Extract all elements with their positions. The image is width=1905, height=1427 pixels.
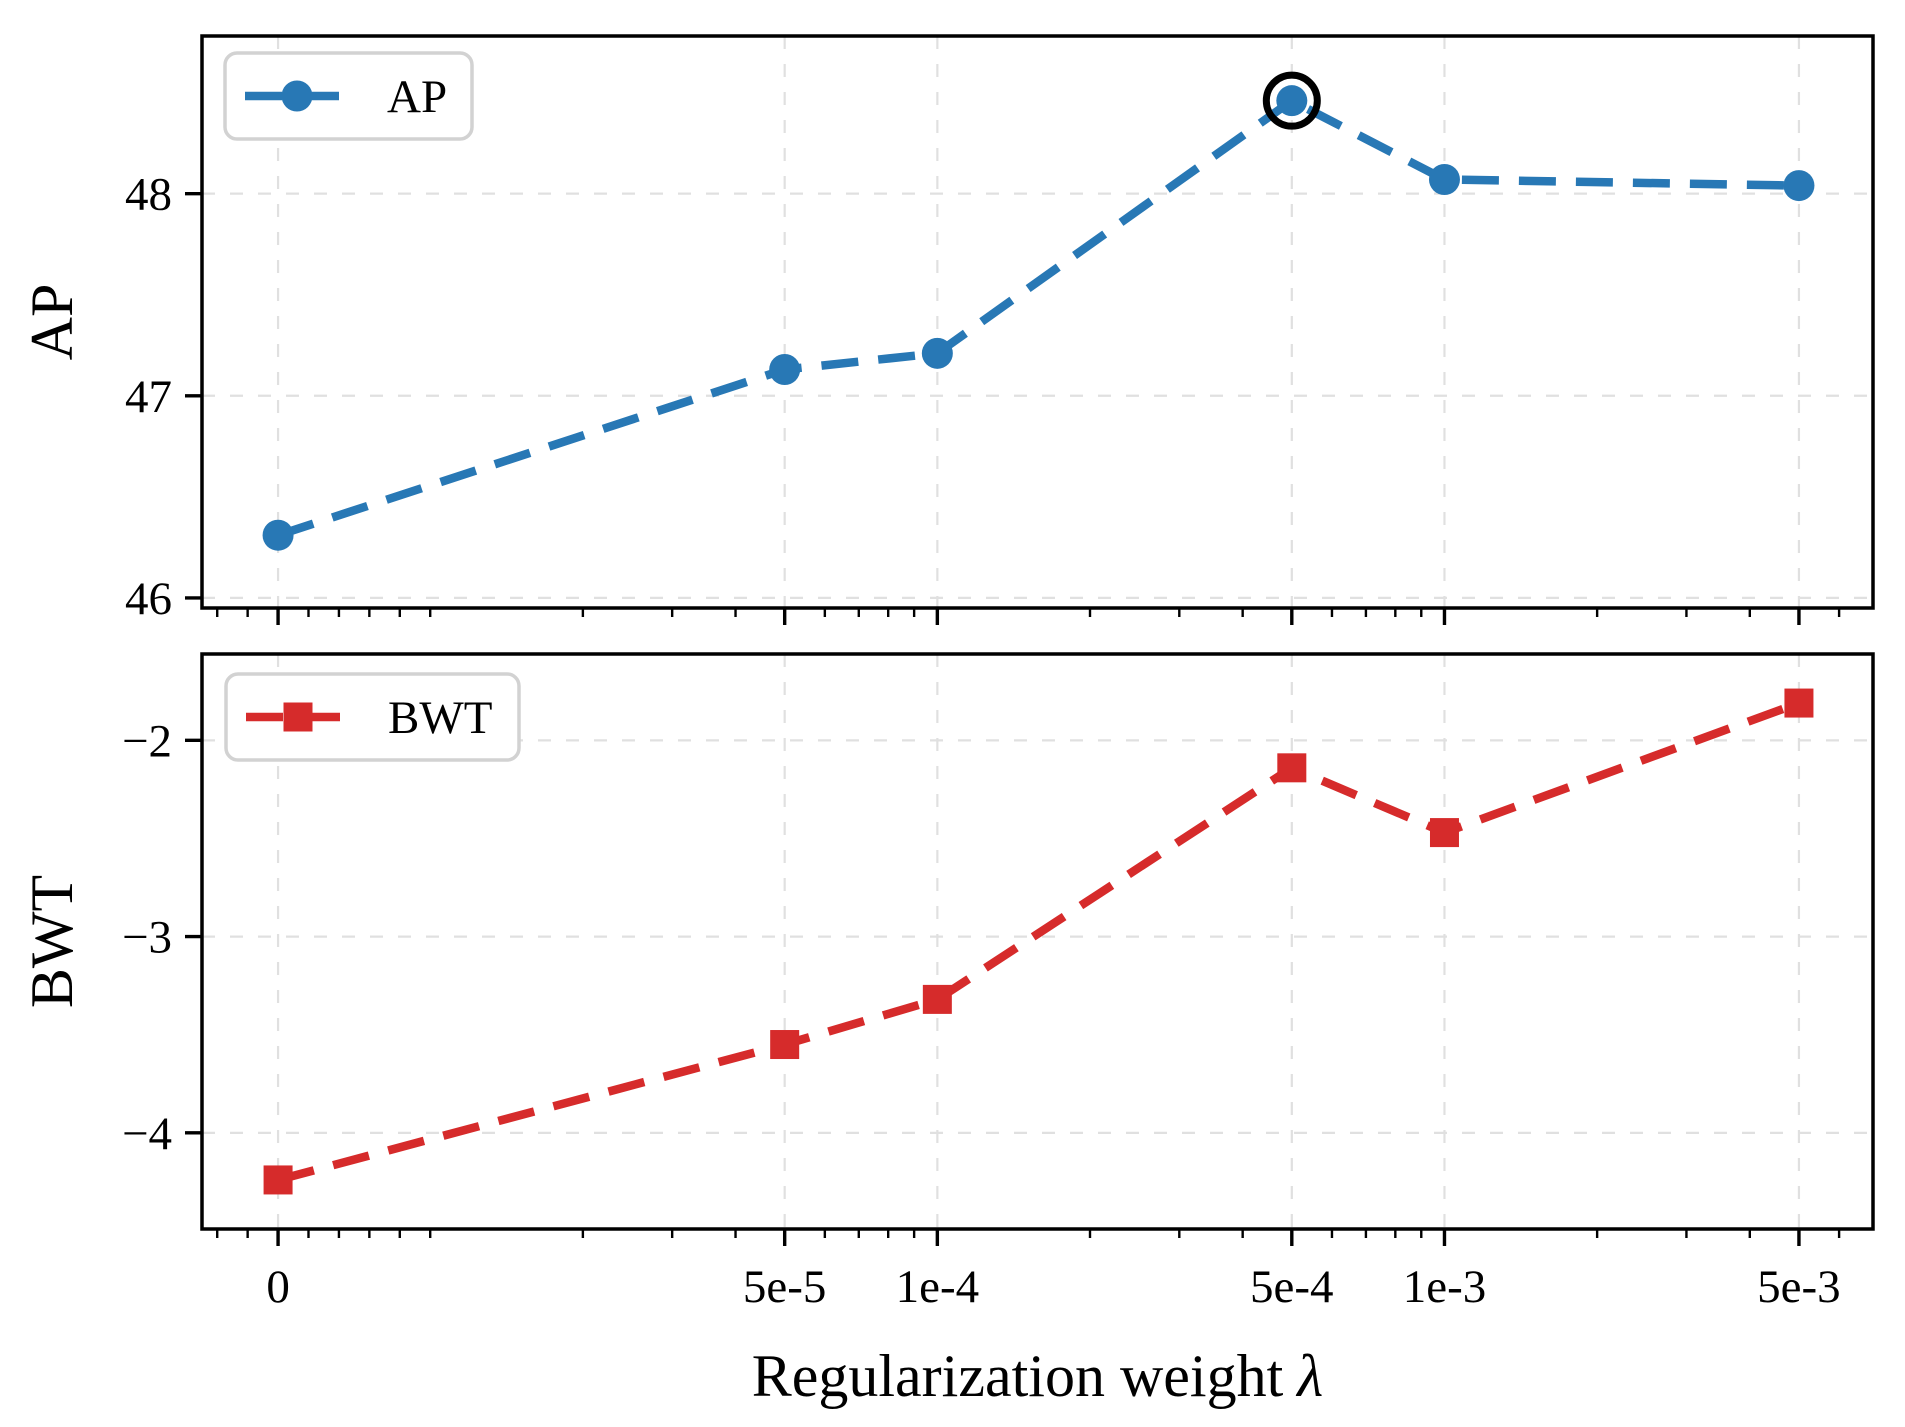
x-ticks	[216, 1229, 1841, 1246]
y-tick-label: 47	[125, 371, 172, 423]
panel-spines	[200, 34, 1875, 610]
bwt-legend: BWT	[224, 672, 521, 762]
ap-line	[276, 95, 1799, 540]
x-tick-label: 5e-3	[1757, 1261, 1841, 1313]
bwt-point-1e-3	[1429, 818, 1459, 848]
x-tick-label: 5e-5	[743, 1261, 827, 1313]
x-axis-title-symbol: λ	[1295, 1343, 1323, 1409]
y-tick-label: 48	[125, 169, 172, 221]
legend-marker	[281, 80, 313, 112]
x-tick-label: 1e-4	[896, 1261, 980, 1313]
x-tick-label: 1e-3	[1403, 1261, 1487, 1313]
x-axis-title-text: Regularization weight	[752, 1343, 1284, 1409]
ap-point-1e-3	[1428, 164, 1460, 196]
legend-label: BWT	[388, 692, 492, 744]
ap-point-5e-4	[1276, 85, 1308, 117]
panel-spines	[200, 652, 1875, 1231]
x-tick-label: 5e-4	[1250, 1261, 1334, 1313]
ap-point-1e-4	[921, 337, 953, 369]
y-tick-label: 46	[125, 573, 172, 625]
bwt-point-5e-3	[1784, 688, 1814, 718]
x-ticks	[216, 608, 1841, 625]
bwt-panel: −2 −3 −4 BWT BWT	[19, 652, 1875, 1246]
legend-box	[223, 51, 474, 141]
best-point-ring	[1262, 71, 1321, 130]
y-axis-title: BWT	[19, 875, 85, 1008]
bwt-line	[277, 699, 1801, 1185]
legend-label: AP	[387, 71, 447, 123]
y-tick-label: −3	[122, 912, 172, 964]
ap-point-5e-5	[769, 353, 801, 385]
x-tick-label: 0	[266, 1261, 290, 1313]
y-tick-label: −4	[122, 1108, 172, 1160]
y-axis-title: AP	[19, 284, 85, 361]
bwt-point-5e-4	[1277, 753, 1307, 783]
ap-legend: AP	[223, 51, 474, 141]
bwt-point-5e-5	[770, 1030, 800, 1060]
grid	[202, 36, 1873, 608]
legend-box	[224, 672, 521, 762]
bwt-point-0	[263, 1165, 293, 1195]
bwt-point-1e-4	[922, 984, 952, 1014]
x-axis-title: Regularization weight λ	[752, 1343, 1324, 1409]
ap-panel: 48 47 46 AP AP	[19, 34, 1875, 625]
y-tick-label: −2	[122, 715, 172, 767]
x-axis: 0 5e-5 1e-4 5e-4 1e-3 5e-3 Regularization weig…	[266, 1261, 1840, 1409]
ap-point-0	[262, 519, 294, 551]
legend-marker	[283, 702, 313, 732]
ap-point-5e-3	[1783, 170, 1815, 202]
